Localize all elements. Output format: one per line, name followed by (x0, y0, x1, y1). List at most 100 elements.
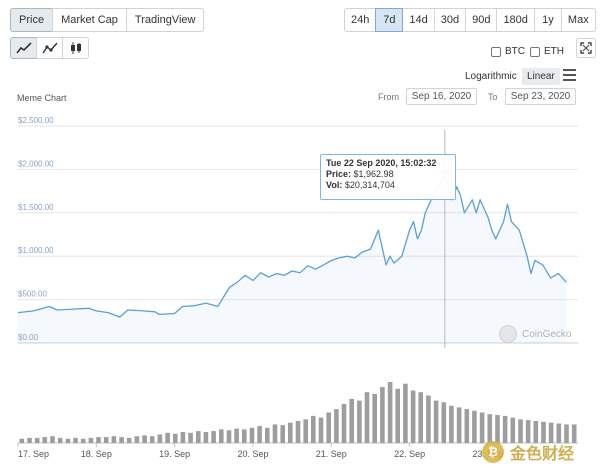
volume-bar (257, 426, 262, 443)
compare-btc-checkbox[interactable]: BTC (491, 46, 525, 57)
volume-bar (387, 382, 393, 443)
volume-bar (380, 387, 385, 443)
y-tick-label: $2,500.00 (18, 116, 54, 125)
x-axis-ticks: 17. Sep 18. Sep 19. Sep 20. Sep 21. Sep 22. S… (17, 443, 503, 459)
tooltip-price-label: Price: (326, 169, 352, 179)
price-series-line (17, 171, 567, 318)
line-points-icon (41, 42, 58, 54)
candlestick-button[interactable] (62, 37, 89, 59)
line-chart-icon (15, 42, 32, 54)
volume-bar (495, 415, 500, 443)
volume-bar (441, 402, 447, 443)
range-24h[interactable]: 24h (344, 8, 377, 32)
compare-btc-label: BTC (505, 46, 525, 57)
volume-bar (564, 424, 569, 443)
line-points-button[interactable] (36, 37, 63, 59)
volume-bar (433, 400, 439, 443)
volume-bar (111, 436, 117, 443)
coin-logo-icon: ₿ (482, 441, 504, 463)
volume-bar (502, 415, 508, 443)
volume-bar (472, 410, 477, 443)
tooltip-vol-value: $20,314,704 (344, 180, 395, 190)
y-tick-label: $500.00 (18, 290, 47, 299)
checkbox-box[interactable] (491, 46, 501, 57)
range-7d[interactable]: 7d (375, 8, 404, 32)
volume-bar (65, 438, 71, 443)
tab-tradingview[interactable]: TradingView (125, 8, 205, 32)
volume-bar (571, 424, 577, 443)
volume-bar (265, 427, 270, 444)
volume-bar (142, 435, 147, 443)
volume-bar (80, 438, 86, 443)
checkbox-box[interactable] (530, 46, 540, 57)
line-chart-button[interactable] (10, 37, 37, 59)
tooltip-price-value: $1,962.98 (353, 169, 394, 179)
volume-bar (464, 409, 470, 443)
price-line (17, 171, 567, 318)
x-tick-label: 19. Sep (159, 449, 190, 459)
volume-bar (364, 392, 370, 443)
candlestick-icon (70, 42, 81, 54)
volume-bar (219, 429, 224, 443)
volume-bar (42, 437, 48, 443)
volume-bar (57, 437, 63, 443)
to-date-input[interactable]: Sep 23, 2020 (505, 88, 576, 105)
volume-bar (157, 434, 163, 443)
range-30d[interactable]: 30d (433, 8, 467, 32)
volume-bar (456, 407, 462, 443)
coingecko-logo-icon (499, 325, 517, 343)
volume-bar (27, 437, 32, 443)
source-watermark-stamp: ₿ 金色财经 (482, 440, 574, 464)
volume-bar (134, 436, 140, 443)
volume-bar (88, 437, 94, 443)
x-tick-label: 20. Sep (237, 449, 268, 459)
grid-lines (18, 125, 578, 444)
price-tooltip: Tue 22 Sep 2020, 15:02:32 Price: $1,962.… (320, 154, 456, 200)
chart-title: Meme Chart (17, 93, 67, 103)
scale-logarithmic[interactable]: Logarithmic (465, 71, 517, 82)
time-range-tabs: 24h 7d 14d 30d 90d 180d 1y Max (344, 8, 596, 32)
compare-eth-checkbox[interactable]: ETH (530, 46, 564, 57)
hamburger-menu-icon[interactable] (563, 69, 576, 81)
volume-bar (334, 409, 339, 443)
range-180d[interactable]: 180d (496, 8, 535, 32)
volume-bar (556, 423, 562, 443)
volume-bar (525, 420, 531, 443)
chart-type-tabs: Price Market Cap TradingView (10, 8, 205, 32)
volume-bar (242, 429, 247, 443)
from-date-input[interactable]: Sep 16, 2020 (406, 88, 477, 105)
fullscreen-button[interactable] (576, 38, 596, 58)
volume-bar (126, 437, 132, 443)
x-tick-label: 17. Sep (18, 449, 49, 459)
volume-bar (34, 437, 40, 443)
x-tick-label: 21. Sep (316, 449, 347, 459)
volume-bar (103, 437, 109, 443)
volume-bar (548, 422, 554, 443)
y-tick-label: $1,000.00 (18, 246, 54, 255)
volume-bar (510, 417, 516, 443)
volume-bar (311, 415, 316, 443)
tab-price[interactable]: Price (10, 8, 54, 32)
volume-bar (119, 437, 124, 443)
chart-style-tabs (10, 37, 89, 59)
volume-bar (341, 404, 347, 443)
tooltip-vol-label: Vol: (326, 180, 343, 190)
tooltip-title: Tue 22 Sep 2020, 15:02:32 (326, 158, 437, 168)
x-tick-label: 18. Sep (81, 449, 112, 459)
tab-market-cap[interactable]: Market Cap (52, 8, 127, 32)
from-label: From (378, 92, 399, 102)
range-max[interactable]: Max (560, 8, 596, 32)
volume-bar (418, 392, 423, 443)
range-1y[interactable]: 1y (533, 8, 562, 32)
range-14d[interactable]: 14d (402, 8, 435, 32)
to-label: To (488, 92, 498, 102)
y-tick-label: $0.00 (18, 333, 39, 342)
volume-bar (196, 431, 201, 443)
volume-bar (96, 437, 101, 443)
volume-bar (280, 425, 285, 443)
range-90d[interactable]: 90d (465, 8, 498, 32)
x-tick-label: 22. Sep (394, 449, 425, 459)
scale-linear[interactable]: Linear (522, 68, 560, 85)
volume-bar (479, 412, 485, 443)
